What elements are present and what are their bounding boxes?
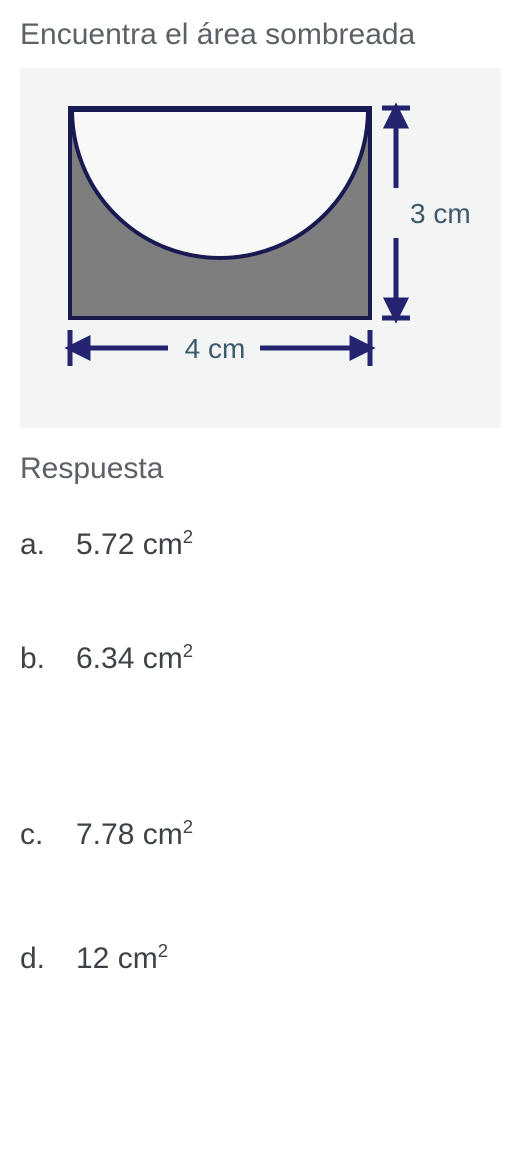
option-b[interactable]: b. 6.34 cm2 [20, 640, 501, 676]
height-label: 3 cm [410, 198, 471, 229]
option-letter: c. [20, 818, 76, 852]
options-list: a. 5.72 cm2 b. 6.34 cm2 c. 7.78 cm2 d. 1… [20, 526, 501, 976]
option-value: 6.34 cm2 [76, 640, 193, 676]
option-a[interactable]: a. 5.72 cm2 [20, 526, 501, 562]
figure-container: 4 cm 3 cm [20, 68, 501, 428]
option-value: 7.78 cm2 [76, 816, 193, 852]
option-value: 12 cm2 [76, 940, 168, 976]
question-title: Encuentra el área sombreada [20, 18, 501, 52]
width-label: 4 cm [185, 333, 246, 364]
answer-label: Respuesta [20, 452, 501, 486]
option-letter: a. [20, 528, 76, 562]
option-d[interactable]: d. 12 cm2 [20, 940, 501, 976]
option-c[interactable]: c. 7.78 cm2 [20, 816, 501, 852]
height-dimension [382, 108, 410, 318]
option-value: 5.72 cm2 [76, 526, 193, 562]
option-letter: d. [20, 942, 76, 976]
figure-svg: 4 cm 3 cm [50, 98, 480, 398]
option-letter: b. [20, 642, 76, 676]
